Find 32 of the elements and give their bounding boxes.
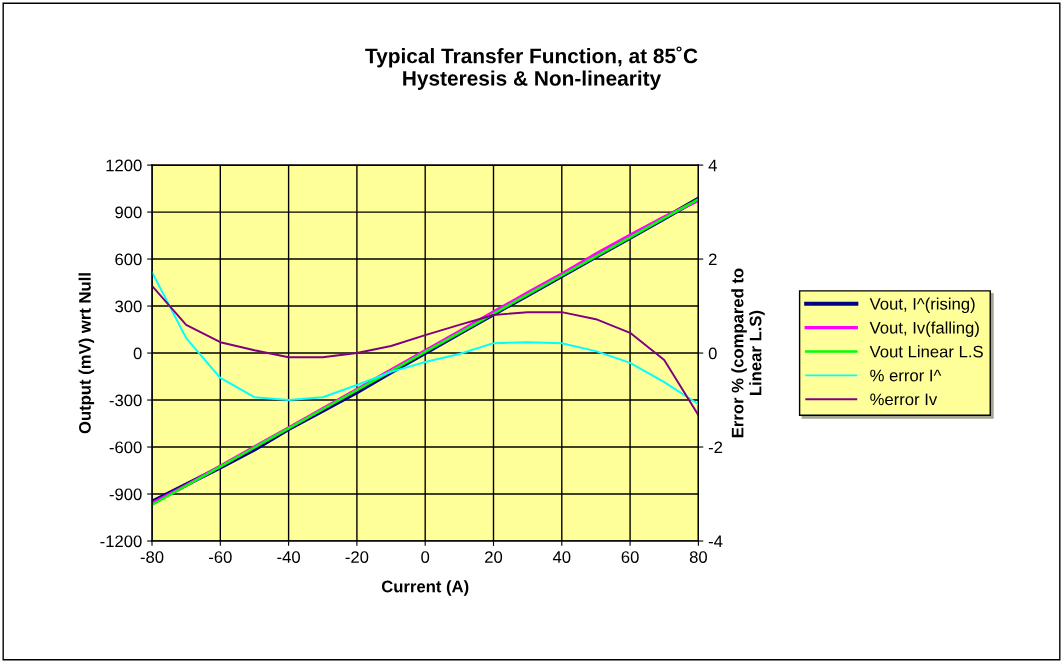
y2-tick-label: -4 <box>708 535 723 548</box>
x-tick-label: 60 <box>621 551 639 563</box>
legend-label: Vout, Iv(falling) <box>869 321 979 337</box>
legend-label: Vout, I^(rising) <box>869 297 975 314</box>
y-tick-label: -900 <box>109 488 142 501</box>
y-tick-label: 600 <box>115 253 142 266</box>
y-tick-label: 300 <box>115 300 142 313</box>
y-tick-label: -1200 <box>100 535 142 548</box>
x-tick-label: 0 <box>421 551 430 563</box>
y-tick-label: 900 <box>115 206 142 219</box>
y2-tick-label: 0 <box>708 347 717 360</box>
y2-axis-title: Error % (compared to Linear L.S) <box>731 268 765 438</box>
legend-label: % error I^ <box>870 369 942 382</box>
y-tick-label: -300 <box>109 394 142 407</box>
y2-tick-label: -2 <box>708 441 723 454</box>
x-tick-label: -80 <box>140 551 164 563</box>
chart-title: Typical Transfer Function, at 85˚C Hysteresis & Non-linearity <box>365 46 698 90</box>
x-tick-label: -40 <box>277 551 300 563</box>
y2-tick-label: 2 <box>708 253 717 266</box>
x-axis-title: Current (A) <box>381 580 469 596</box>
x-tick-label: 40 <box>552 551 571 563</box>
x-tick-label: 20 <box>485 551 503 563</box>
x-tick-label: -20 <box>345 551 369 563</box>
x-tick-label: -60 <box>209 551 232 563</box>
x-tick-label: 80 <box>689 551 708 563</box>
y-tick-label: -600 <box>109 441 142 454</box>
legend-label: Vout Linear L.S <box>869 345 983 358</box>
legend-label: %error Iv <box>870 393 938 406</box>
y-tick-label: 0 <box>133 347 142 360</box>
y-tick-label: 1200 <box>106 159 142 172</box>
y-axis-title: Output (mV) wrt Null <box>78 273 95 434</box>
y2-tick-label: 4 <box>708 159 717 172</box>
